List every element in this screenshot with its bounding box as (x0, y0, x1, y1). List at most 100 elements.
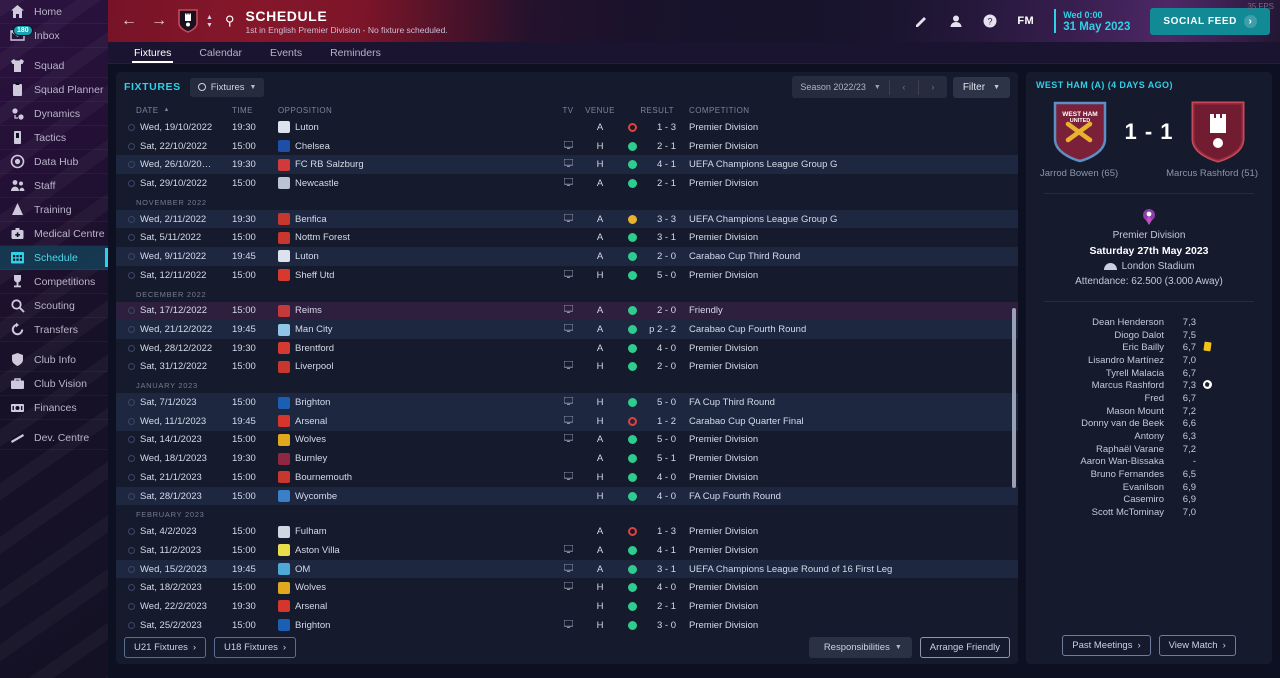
club-crest-icon[interactable] (178, 9, 198, 33)
tab-fixtures[interactable]: Fixtures (120, 47, 185, 63)
player-rating-row[interactable]: Marcus Rashford 7,3 (1036, 379, 1262, 392)
player-rating-row[interactable]: Tyrell Malacia 6,7 (1036, 367, 1262, 380)
table-row[interactable]: Sat, 4/2/2023 15:00 Fulham A 1 - 3 Premier Di… (116, 522, 1018, 541)
season-value-wrap[interactable]: Season 2022/23 ▼ (792, 82, 889, 92)
sidebar-item-training[interactable]: Training (0, 198, 108, 222)
table-row[interactable]: Sat, 28/1/2023 15:00 Wycombe H 4 - 0 FA Cup F… (116, 486, 1018, 506)
sidebar-item-dynamics[interactable]: Dynamics (0, 102, 108, 126)
sidebar-item-transfers[interactable]: Transfers (0, 318, 108, 342)
table-row[interactable]: Sat, 18/2/2023 15:00 Wolves H 4 - 0 Premier D… (116, 578, 1018, 597)
fixture-opposition-cell[interactable]: Sheff Utd (278, 269, 554, 282)
col-tv[interactable]: TV (562, 105, 574, 115)
table-row[interactable]: Wed, 15/2/2023 19:45 OM A 3 - 1 UEFA Champion… (116, 559, 1018, 579)
fixture-opposition-cell[interactable]: OM (278, 563, 554, 576)
prev-season-button[interactable]: ‹ (902, 82, 906, 92)
player-rating-row[interactable]: Casemiro 6,9 (1036, 494, 1262, 507)
table-row[interactable]: Wed, 22/2/2023 19:30 Arsenal H 2 - 1 Premier … (116, 597, 1018, 616)
table-row[interactable]: Sat, 14/1/2023 15:00 Wolves A 5 - 0 Premier D… (116, 431, 1018, 450)
sidebar-item-inbox[interactable]: 180 Inbox (0, 24, 108, 48)
sidebar-item-staff[interactable]: Staff (0, 174, 108, 198)
fixture-opposition-cell[interactable]: Aston Villa (278, 544, 554, 557)
sidebar-item-squad-planner[interactable]: Squad Planner (0, 78, 108, 102)
fixture-opposition-cell[interactable]: Burnley (278, 452, 554, 465)
sidebar-item-finances[interactable]: Finances (0, 396, 108, 420)
fixture-opposition-cell[interactable]: Brentford (278, 342, 554, 355)
help-icon[interactable]: ? (983, 14, 997, 28)
table-row[interactable]: Sat, 11/2/2023 15:00 Aston Villa A 4 - 1 Prem… (116, 541, 1018, 560)
player-rating-row[interactable]: Eric Bailly 6,7 (1036, 341, 1262, 354)
manager-avatar-icon[interactable] (949, 14, 963, 28)
tab-events[interactable]: Events (269, 47, 303, 59)
tab-reminders[interactable]: Reminders (330, 47, 381, 59)
social-feed-button[interactable]: SOCIAL FEED › (1150, 7, 1270, 35)
fixture-opposition-cell[interactable]: Wycombe (278, 490, 554, 503)
player-rating-row[interactable]: Dean Henderson 7,3 (1036, 316, 1262, 329)
fixture-opposition-cell[interactable]: Reims (278, 304, 554, 317)
table-row[interactable]: Sat, 31/12/2022 15:00 Liverpool H 2 - 0 Premi… (116, 358, 1018, 377)
sidebar-item-medical-centre[interactable]: Medical Centre (0, 222, 108, 246)
table-row[interactable]: Sat, 25/2/2023 15:00 Brighton H 3 - 0 Premier… (116, 616, 1018, 635)
table-row[interactable]: Sat, 12/11/2022 15:00 Sheff Utd H 5 - 0 Premi… (116, 266, 1018, 285)
fixture-opposition-cell[interactable]: Chelsea (278, 140, 554, 153)
fixture-opposition-cell[interactable]: Luton (278, 121, 554, 134)
sidebar-item-schedule[interactable]: Schedule (0, 246, 108, 270)
player-rating-row[interactable]: Aaron Wan-Bissaka - (1036, 456, 1262, 469)
fixture-opposition-cell[interactable]: Luton (278, 250, 554, 263)
sidebar-item-club-vision[interactable]: Club Vision (0, 372, 108, 396)
sidebar-item-scouting[interactable]: Scouting (0, 294, 108, 318)
sidebar-item-data-hub[interactable]: Data Hub (0, 150, 108, 174)
col-opposition[interactable]: OPPOSITION (278, 105, 333, 115)
player-rating-row[interactable]: Antony 6,3 (1036, 430, 1262, 443)
view-match-button[interactable]: View Match › (1158, 635, 1236, 656)
u18-fixtures-button[interactable]: U18 Fixtures › (214, 636, 297, 658)
table-row[interactable]: Wed, 28/12/2022 19:30 Brentford A 4 - 0 Premi… (116, 339, 1018, 358)
fixture-opposition-cell[interactable]: Wolves (278, 433, 554, 446)
table-row[interactable]: Sat, 5/11/2022 15:00 Nottm Forest A 3 - 1 Pre… (116, 228, 1018, 247)
fm-logo[interactable]: FM (1017, 15, 1035, 27)
table-row[interactable]: Sat, 29/10/2022 15:00 Newcastle A 2 - 1 Premi… (116, 174, 1018, 193)
table-row[interactable]: Wed, 11/1/2023 19:45 Arsenal H 1 - 2 Carabao … (116, 411, 1018, 431)
season-selector[interactable]: Season 2022/23 ▼ ‹ › (792, 76, 947, 98)
next-season-button[interactable]: › (931, 82, 935, 92)
player-rating-row[interactable]: Evanilson 6,9 (1036, 481, 1262, 494)
table-row[interactable]: Sat, 22/10/2022 15:00 Chelsea H 2 - 1 Premier… (116, 137, 1018, 156)
col-competition[interactable]: COMPETITION (689, 105, 750, 115)
fixture-opposition-cell[interactable]: Brighton (278, 619, 554, 632)
player-rating-row[interactable]: Scott McTominay 7,0 (1036, 506, 1262, 519)
arrange-friendly-button[interactable]: Arrange Friendly (919, 636, 1010, 658)
fixture-opposition-cell[interactable]: Liverpool (278, 360, 554, 373)
player-rating-row[interactable]: Bruno Fernandes 6,5 (1036, 468, 1262, 481)
past-meetings-button[interactable]: Past Meetings › (1062, 635, 1151, 656)
fixture-opposition-cell[interactable]: Brighton (278, 396, 554, 409)
edit-pencil-icon[interactable] (915, 14, 929, 28)
scrollbar-thumb[interactable] (1012, 308, 1016, 488)
search-icon[interactable]: ⚲ (224, 13, 235, 28)
fixture-opposition-cell[interactable]: Man City (278, 323, 554, 336)
home-team-crest-icon[interactable]: WEST HAM UNITED (1052, 100, 1108, 164)
table-row[interactable]: Wed, 19/10/2022 19:30 Luton A 1 - 3 Premier D… (116, 118, 1018, 137)
table-row[interactable]: Sat, 21/1/2023 15:00 Bournemouth H 4 - 0 Prem… (116, 468, 1018, 487)
fixture-opposition-cell[interactable]: FC RB Salzburg (278, 158, 554, 171)
sidebar-item-home[interactable]: Home (0, 0, 108, 24)
table-row[interactable]: Wed, 9/11/2022 19:45 Luton A 2 - 0 Carabao Cu… (116, 247, 1018, 266)
view-selector-dropdown[interactable]: Fixtures ▼ (189, 77, 265, 97)
fixture-opposition-cell[interactable]: Nottm Forest (278, 231, 554, 244)
u21-fixtures-button[interactable]: U21 Fixtures › (124, 636, 207, 658)
responsibilities-button[interactable]: Responsibilities ▼ (808, 636, 912, 658)
fixture-opposition-cell[interactable]: Benfica (278, 213, 554, 226)
away-team-crest-icon[interactable] (1190, 100, 1246, 164)
player-rating-row[interactable]: Diogo Dalot 7,5 (1036, 329, 1262, 342)
fixture-opposition-cell[interactable]: Newcastle (278, 177, 554, 190)
player-rating-row[interactable]: Lisandro Martínez 7,0 (1036, 354, 1262, 367)
col-date[interactable]: DATE ▲ (124, 106, 232, 115)
sidebar-item-tactics[interactable]: Tactics (0, 126, 108, 150)
col-result[interactable]: RESULT (640, 105, 674, 115)
table-row[interactable]: Wed, 18/1/2023 19:30 Burnley A 5 - 1 Premier … (116, 449, 1018, 468)
player-rating-row[interactable]: Raphaël Varane 7,2 (1036, 443, 1262, 456)
sidebar-item-dev-centre[interactable]: Dev. Centre (0, 426, 108, 450)
club-switcher-stepper[interactable]: ▲ ▼ (206, 13, 213, 29)
fixtures-scrollbar[interactable] (1012, 118, 1016, 642)
table-row[interactable]: Wed, 2/11/2022 19:30 Benfica A 3 - 3 UEFA Cha… (116, 209, 1018, 229)
player-rating-row[interactable]: Donny van de Beek 6,6 (1036, 418, 1262, 431)
